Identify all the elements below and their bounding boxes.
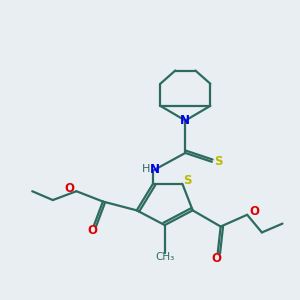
Text: H: H bbox=[141, 164, 150, 174]
Text: N: N bbox=[150, 163, 160, 176]
Text: S: S bbox=[214, 155, 223, 168]
Text: O: O bbox=[88, 224, 98, 238]
Text: O: O bbox=[211, 252, 221, 266]
Text: CH₃: CH₃ bbox=[155, 253, 174, 262]
Text: O: O bbox=[64, 182, 74, 195]
Text: N: N bbox=[180, 114, 190, 127]
Text: O: O bbox=[250, 205, 260, 218]
Text: S: S bbox=[183, 174, 192, 188]
